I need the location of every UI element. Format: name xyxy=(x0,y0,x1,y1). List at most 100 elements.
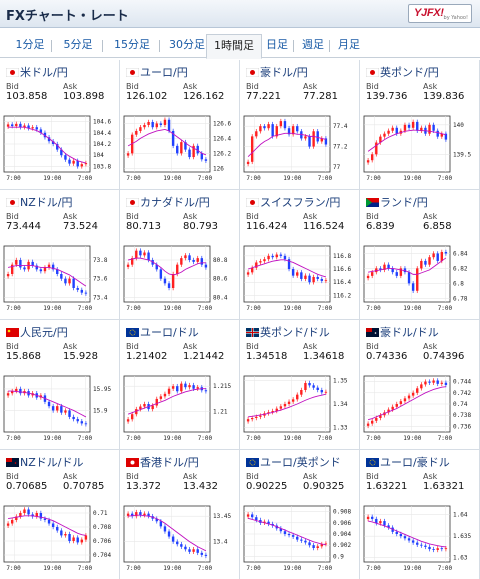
ask-label: Ask xyxy=(183,212,198,221)
y-tick-label: 116.8 xyxy=(333,253,351,260)
chart-svg: 80.880.680.47:00 19:00 7:00 xyxy=(123,245,228,312)
x-tick-label: 19:00 xyxy=(283,435,301,442)
ask-value: 1.21442 xyxy=(183,351,225,362)
tab-6[interactable]: 週足 xyxy=(302,38,324,51)
currency-pair-link[interactable]: カナダドル/円 xyxy=(125,194,210,209)
rate-card[interactable]: ユーロ/円 Bid Ask 126.102 126.162 126.6 126.4 126.2… xyxy=(120,60,240,190)
candle xyxy=(23,509,26,513)
price-chart[interactable]: 0.744 0.742 0.74 0.738 0.736 7:00 19:00 7:00 xyxy=(360,372,480,448)
rate-card[interactable]: ユーロ/英ポンド Bid Ask 0.90225 0.90325 0.908 0.906 0.… xyxy=(240,450,360,579)
price-chart[interactable]: 126.6 126.4 126.2 126 7:00 19:00 7:00 xyxy=(120,112,240,188)
price-chart[interactable]: 0.908 0.906 0.904 0.902 0.9 7:00 19:00 7:00 xyxy=(240,502,360,578)
candle xyxy=(375,418,378,421)
price-chart[interactable]: 77.4 77.2 77 7:00 19:00 7:00 xyxy=(240,112,360,188)
currency-pair-link[interactable]: ユーロ/英ポンド xyxy=(246,454,341,469)
rate-card[interactable]: 英ポンド/円 Bid Ask 139.736 139.836 140 139.5 7:00 19… xyxy=(360,60,480,190)
rate-card[interactable]: NZドル/円 Bid Ask 73.444 73.524 73.8 73.6 73.4 7:00… xyxy=(0,190,120,320)
candle xyxy=(84,163,88,165)
currency-pair-link[interactable]: 英ポンド/円 xyxy=(365,64,439,79)
price-chart[interactable]: 1.64 1.635 1.63 7:00 19:00 7:00 xyxy=(360,502,480,578)
candle xyxy=(84,423,88,425)
candle xyxy=(126,153,130,156)
rate-card[interactable]: ランド/円 Bid Ask 6.839 6.858 6.84 6.82 6.8 6.78 7:00… xyxy=(360,190,480,320)
y-tick-label: 1.33 xyxy=(333,424,348,431)
currency-pair-link[interactable]: NZドル/円 xyxy=(5,194,72,209)
price-chart[interactable]: 140 139.5 7:00 19:00 7:00 xyxy=(360,112,480,188)
rate-card[interactable]: 香港ドル/円 Bid Ask 13.372 13.432 13.45 13.4 7:00 19:… xyxy=(120,450,240,579)
candle xyxy=(255,131,258,137)
rate-card[interactable]: 英ポンド/ドル Bid Ask 1.34518 1.34618 1.35 1.34 1.33 7… xyxy=(240,320,360,450)
tab-5[interactable]: 日足 xyxy=(266,38,288,51)
currency-pair-link[interactable]: NZドル/ドル xyxy=(6,454,83,469)
candle xyxy=(167,531,171,537)
candle xyxy=(10,520,14,524)
rate-card[interactable]: カナダドル/円 Bid Ask 80.713 80.793 80.8 80.6 80.4 7:0… xyxy=(120,190,240,320)
candle xyxy=(51,141,55,144)
candle xyxy=(56,406,59,411)
price-chart[interactable]: 104.6 104.4 104.2 104 103.8 7:00 19:00 7:00 xyxy=(0,112,120,188)
candle xyxy=(296,536,299,540)
currency-pair-link[interactable]: ユーロ/ドル xyxy=(126,324,199,339)
yjfx-logo[interactable]: YJFX! by Yahoo! xyxy=(408,4,472,23)
tab-0[interactable]: 1分足 xyxy=(15,38,45,51)
price-chart[interactable]: 116.8 116.6 116.4 116.2 7:00 19:00 7:00 xyxy=(240,242,360,318)
x-tick-label: 19:00 xyxy=(403,175,421,182)
price-chart[interactable]: 6.84 6.82 6.8 6.78 7:00 19:00 7:00 xyxy=(360,242,480,318)
tab-3[interactable]: 30分足 xyxy=(169,38,205,51)
x-tick-label: 19:00 xyxy=(283,565,301,572)
currency-pair-link[interactable]: 米ドル/円 xyxy=(5,64,68,79)
rate-card[interactable]: ユーロ/豪ドル Bid Ask 1.63221 1.63321 1.64 1.635 1.63… xyxy=(360,450,480,579)
tab-2[interactable]: 15分足 xyxy=(114,38,150,51)
currency-pair-link[interactable]: スイスフラン/円 xyxy=(245,194,340,209)
currency-pair-link[interactable]: ユーロ/円 xyxy=(125,64,188,79)
candle xyxy=(200,552,204,555)
candle xyxy=(184,142,187,150)
currency-pair-link[interactable]: 人民元/円 xyxy=(6,324,68,339)
candle xyxy=(196,258,199,262)
pair-name: カナダドル/円 xyxy=(140,196,210,209)
price-chart[interactable]: 13.45 13.4 7:00 19:00 7:00 xyxy=(120,502,240,578)
candle xyxy=(80,289,84,293)
price-chart[interactable]: 80.8 80.6 80.4 7:00 19:00 7:00 xyxy=(120,242,240,318)
tab-1[interactable]: 5分足 xyxy=(63,38,93,51)
currency-pair-link[interactable]: 豪ドル/ドル xyxy=(366,324,439,339)
rate-card[interactable]: 豪ドル/ドル Bid Ask 0.74336 0.74396 0.744 0.742 0.74… xyxy=(360,320,480,450)
pair-name: 豪ドル/ドル xyxy=(380,326,439,339)
price-chart[interactable]: 0.71 0.708 0.706 0.704 7:00 19:00 7:00 xyxy=(0,502,120,578)
currency-pair-link[interactable]: 香港ドル/円 xyxy=(126,454,199,469)
rate-card[interactable]: 米ドル/円 Bid Ask 103.858 103.898 104.6 104.4 104.2… xyxy=(0,60,120,190)
ask-value: 116.524 xyxy=(303,221,345,232)
candle xyxy=(416,388,419,393)
tab-7[interactable]: 月足 xyxy=(338,38,360,51)
candle xyxy=(296,272,299,276)
price-chart[interactable]: 1.215 1.21 7:00 19:00 7:00 xyxy=(120,372,240,448)
bid-value: 0.90225 xyxy=(246,481,288,492)
candle xyxy=(375,142,378,155)
rate-card[interactable]: NZドル/ドル Bid Ask 0.70685 0.70785 0.71 0.708 0.70… xyxy=(0,450,120,579)
currency-pair-link[interactable]: 英ポンド/ドル xyxy=(246,324,330,339)
price-chart[interactable]: 1.35 1.34 1.33 7:00 19:00 7:00 xyxy=(240,372,360,448)
rate-card[interactable]: ユーロ/ドル Bid Ask 1.21402 1.21442 1.215 1.21 7:00 1… xyxy=(120,320,240,450)
ask-label: Ask xyxy=(303,342,318,351)
candle xyxy=(43,267,47,272)
candle xyxy=(167,283,171,288)
candle xyxy=(68,410,71,417)
price-chart[interactable]: 73.8 73.6 73.4 7:00 19:00 7:00 xyxy=(0,242,120,318)
tab-4[interactable]: 1時間足 xyxy=(206,34,262,59)
rate-grid: 米ドル/円 Bid Ask 103.858 103.898 104.6 104.4 104.2… xyxy=(0,60,480,579)
currency-pair-link[interactable]: ランド/円 xyxy=(366,194,428,209)
candle xyxy=(39,269,43,272)
candle xyxy=(255,262,258,268)
candle xyxy=(316,276,319,279)
candle xyxy=(320,544,324,547)
rate-card[interactable]: 人民元/円 Bid Ask 15.868 15.928 15.95 15.9 7:00 19:0… xyxy=(0,320,120,450)
currency-pair-link[interactable]: 豪ドル/円 xyxy=(245,64,308,79)
rate-card[interactable]: スイスフラン/円 Bid Ask 116.424 116.524 116.8 116.6 11… xyxy=(240,190,360,320)
rate-card[interactable]: 豪ドル/円 Bid Ask 77.221 77.281 77.4 77.2 77 7:00 19:… xyxy=(240,60,360,190)
bid-label: Bid xyxy=(126,212,139,221)
flag-icon xyxy=(366,327,379,337)
price-chart[interactable]: 15.95 15.9 7:00 19:00 7:00 xyxy=(0,372,120,448)
currency-pair-link[interactable]: ユーロ/豪ドル xyxy=(366,454,450,469)
candle xyxy=(204,390,208,392)
candle xyxy=(420,260,423,269)
